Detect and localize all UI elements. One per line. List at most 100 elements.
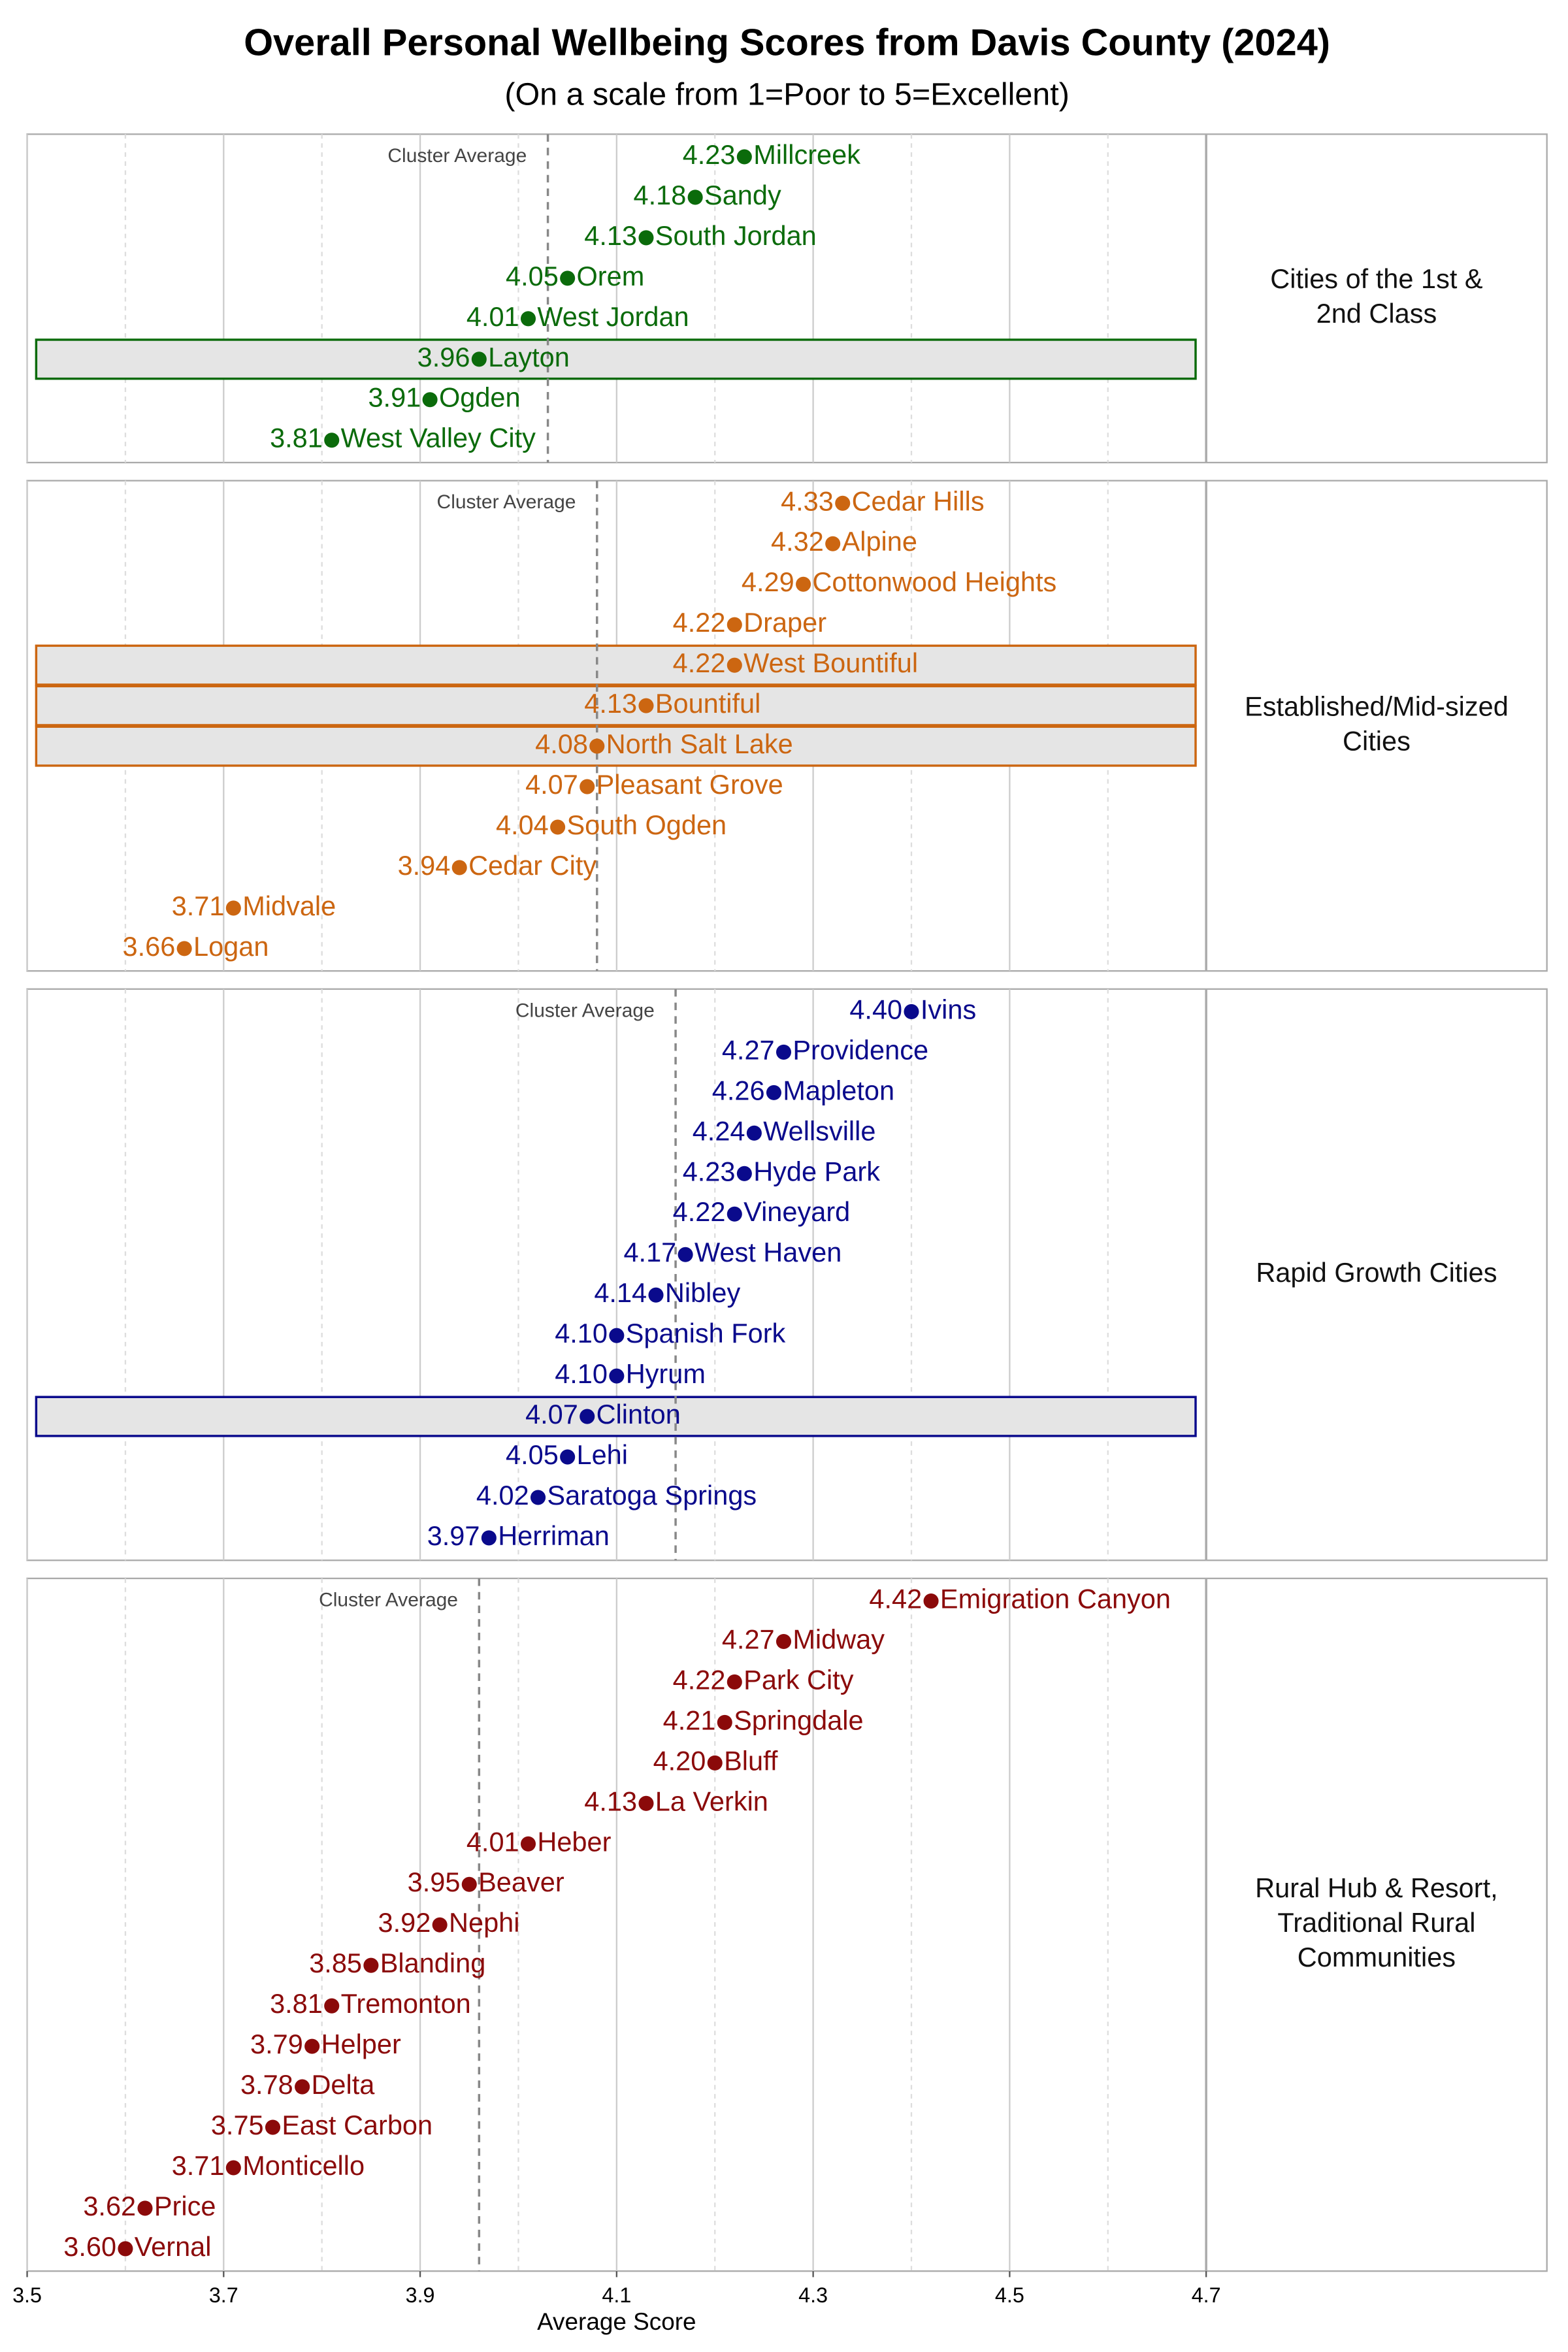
dot: [776, 1044, 792, 1060]
dot: [736, 1166, 752, 1181]
dot: [531, 1490, 546, 1505]
facet-label: Traditional Rural: [1277, 1907, 1475, 1938]
dot: [589, 738, 605, 754]
value-label: 3.78: [240, 2069, 293, 2100]
value-label: 4.13: [584, 1786, 637, 1816]
category-label: West Haven: [694, 1237, 841, 1267]
value-label: 4.33: [781, 485, 834, 516]
value-label: 4.08: [535, 728, 588, 759]
value-label: 4.22: [673, 607, 726, 638]
category-label: Midvale: [242, 890, 336, 921]
category-label: Springdale: [734, 1705, 864, 1735]
value-label: 4.07: [525, 769, 578, 800]
category-label: Cedar City: [468, 850, 596, 881]
value-label: 3.85: [309, 1948, 362, 1978]
category-label: Mapleton: [783, 1075, 894, 1105]
cluster-average-label: Cluster Average: [387, 145, 527, 167]
category-label: West Bountiful: [743, 647, 918, 678]
category-label: Vernal: [135, 2231, 212, 2262]
category-label: Cedar Hills: [852, 485, 985, 516]
category-label: Hyrum: [626, 1358, 706, 1389]
x-tick-label: 3.7: [209, 2283, 238, 2307]
value-label: 4.22: [673, 647, 726, 678]
category-label: Helper: [321, 2029, 401, 2059]
dot: [638, 698, 654, 713]
facet-label: Communities: [1298, 1942, 1456, 1972]
category-label: Nephi: [449, 1907, 519, 1938]
dot: [225, 2160, 241, 2176]
category-label: Logan: [193, 931, 269, 962]
dot: [727, 617, 742, 632]
category-label: Bountiful: [655, 688, 761, 719]
category-label: Herriman: [498, 1520, 610, 1551]
dot: [432, 1917, 448, 1933]
value-label: 4.40: [849, 994, 902, 1024]
value-label: 4.18: [633, 180, 686, 210]
dot: [520, 1836, 536, 1852]
dot: [461, 1876, 477, 1892]
dot: [835, 495, 851, 511]
value-label: 4.22: [673, 1196, 726, 1227]
value-label: 3.96: [417, 342, 470, 372]
category-label: Cottonwood Heights: [812, 566, 1056, 597]
value-label: 4.27: [722, 1034, 775, 1065]
value-label: 3.81: [270, 423, 323, 453]
value-label: 3.71: [172, 2150, 225, 2181]
dot: [265, 2119, 281, 2135]
highlight-box: [35, 644, 1197, 686]
value-label: 3.95: [408, 1867, 461, 1897]
dot: [550, 819, 566, 835]
category-label: Delta: [311, 2069, 375, 2100]
cluster-average-label: Cluster Average: [437, 491, 576, 513]
value-label: 3.71: [172, 890, 225, 921]
value-label: 4.20: [653, 1745, 706, 1776]
dot: [707, 1755, 723, 1771]
chart-subtitle: (On a scale from 1=Poor to 5=Excellent): [504, 76, 1070, 112]
category-label: La Verkin: [655, 1786, 768, 1816]
category-label: Ogden: [439, 382, 521, 413]
dot: [717, 1714, 732, 1730]
facet-label: 2nd Class: [1316, 298, 1437, 329]
dot: [609, 1328, 625, 1343]
value-label: 4.01: [466, 301, 519, 332]
dot: [766, 1085, 781, 1100]
dot: [736, 149, 752, 165]
category-label: Spanish Fork: [626, 1318, 786, 1348]
value-label: 3.75: [211, 2110, 264, 2140]
category-label: Orem: [577, 261, 645, 291]
category-label: South Jordan: [655, 220, 817, 251]
category-label: Bluff: [724, 1745, 778, 1776]
x-tick-label: 3.9: [406, 2283, 435, 2307]
value-label: 4.01: [466, 1826, 519, 1857]
panel-frame: [26, 988, 1548, 1561]
value-label: 4.02: [476, 1480, 529, 1511]
category-label: Sandy: [704, 180, 781, 210]
value-label: 4.23: [683, 1156, 736, 1186]
dot: [560, 270, 576, 286]
dot: [580, 1409, 595, 1424]
x-tick-label: 4.7: [1192, 2283, 1221, 2307]
value-label: 3.91: [368, 382, 421, 413]
dot: [295, 2079, 310, 2095]
category-label: West Jordan: [537, 301, 689, 332]
facet-label: Rural Hub & Resort,: [1255, 1872, 1497, 1903]
value-label: 3.66: [122, 931, 175, 962]
category-label: Pleasant Grove: [596, 769, 783, 800]
dot: [825, 536, 841, 551]
category-label: Vineyard: [743, 1196, 850, 1227]
value-label: 4.26: [712, 1075, 765, 1105]
value-label: 4.10: [555, 1358, 608, 1389]
dot: [727, 657, 742, 673]
value-label: 4.13: [584, 688, 637, 719]
category-label: Lehi: [577, 1439, 628, 1470]
category-label: Millcreek: [753, 139, 860, 170]
highlight-box: [35, 338, 1197, 380]
value-label: 4.17: [623, 1237, 676, 1267]
category-label: North Salt Lake: [606, 728, 793, 759]
category-label: Tremonton: [341, 1988, 471, 2019]
value-label: 3.60: [63, 2231, 116, 2262]
value-label: 3.94: [398, 850, 451, 881]
dot: [471, 351, 487, 367]
category-label: Monticello: [242, 2150, 365, 2181]
